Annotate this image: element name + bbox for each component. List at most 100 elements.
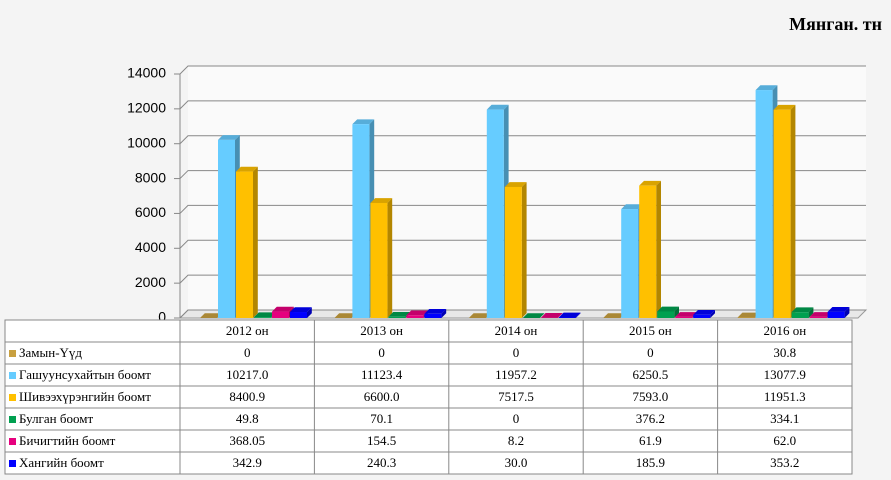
bar-top — [290, 307, 312, 313]
table-value: 0 — [244, 345, 251, 360]
bar-top — [693, 309, 715, 315]
bar — [424, 313, 442, 318]
bar — [791, 312, 809, 318]
table-value: 49.8 — [236, 411, 259, 426]
bar — [639, 185, 657, 318]
table-value: 11957.2 — [495, 367, 537, 382]
y-tick-label: 0 — [158, 309, 166, 325]
bar-top — [254, 312, 276, 318]
bar-top — [603, 313, 625, 318]
table-value: 0 — [378, 345, 385, 360]
bar-side — [253, 166, 258, 318]
bar — [254, 317, 271, 318]
bar — [388, 316, 406, 318]
legend-key — [9, 460, 16, 467]
bar — [621, 209, 639, 318]
bar — [352, 124, 370, 318]
grid-line — [179, 170, 866, 179]
bar — [558, 317, 576, 318]
bar-top — [388, 311, 411, 317]
bar-top — [558, 312, 581, 318]
y-tick-label: 2000 — [135, 274, 166, 290]
table-value: 0 — [647, 345, 654, 360]
bar-top — [334, 313, 357, 318]
bar-side — [710, 309, 715, 318]
grid-line — [179, 65, 866, 75]
grid-line — [179, 100, 866, 110]
bar-top — [809, 312, 832, 317]
bar-top — [621, 204, 643, 210]
table-value: 11123.4 — [361, 367, 403, 382]
table-value: 6250.5 — [633, 367, 669, 382]
bar-top — [773, 104, 796, 110]
table-value: 154.5 — [367, 433, 396, 448]
bar-top — [639, 180, 661, 186]
table-value: 61.9 — [639, 433, 662, 448]
bar — [827, 311, 845, 318]
bar-side — [790, 104, 796, 318]
bar — [773, 109, 791, 318]
legend-key — [9, 394, 16, 401]
legend-key — [9, 416, 16, 423]
bar — [370, 202, 388, 318]
bar-top — [236, 166, 258, 172]
legend-label: Бичигтийн боомт — [19, 433, 116, 448]
bar — [737, 317, 755, 318]
bar-side — [307, 307, 312, 318]
table-value: 6600.0 — [364, 389, 400, 404]
legend-key — [9, 350, 16, 357]
table-value: 342.9 — [233, 455, 262, 470]
bar-side — [656, 180, 661, 318]
bar — [236, 171, 253, 318]
bar — [504, 186, 522, 318]
bar-side — [521, 182, 527, 318]
legend-key — [9, 438, 16, 445]
bar-top — [370, 198, 393, 203]
bar-top — [755, 85, 778, 91]
bar-side — [387, 198, 393, 318]
y-tick-label: 8000 — [135, 169, 166, 185]
x-tick-label: 2015 он — [629, 323, 672, 338]
y-tick-label: 6000 — [135, 204, 166, 220]
table-value: 30.8 — [773, 345, 796, 360]
legend-label: Гашуунсухайтын боомт — [19, 367, 151, 382]
bar-side — [557, 313, 563, 318]
bar-top — [200, 313, 222, 318]
bar-side — [808, 307, 814, 318]
legend-label: Шивээхүрэнгийн боомт — [19, 389, 151, 404]
bar-side — [575, 312, 581, 318]
bar-side — [441, 309, 447, 318]
table-value: 13077.9 — [764, 367, 806, 382]
table-value: 185.9 — [636, 455, 665, 470]
bar-top — [791, 307, 814, 313]
bar-top — [827, 307, 850, 312]
y-tick-label: 14000 — [127, 65, 166, 81]
bar-top — [504, 182, 527, 187]
bar-top — [468, 313, 491, 318]
table-value: 376.2 — [636, 411, 665, 426]
bar-top — [218, 135, 240, 140]
bar — [486, 109, 504, 318]
table-value: 334.1 — [770, 411, 799, 426]
table-value: 62.0 — [773, 433, 796, 448]
table-value: 368.05 — [229, 433, 265, 448]
legend-label: Булган боомт — [19, 411, 93, 426]
table-value: 0 — [513, 345, 520, 360]
bar — [272, 311, 289, 318]
table-value: 0 — [513, 411, 520, 426]
bar — [406, 315, 424, 318]
y-tick-label: 10000 — [127, 134, 166, 150]
bar — [693, 314, 711, 318]
table-value: 10217.0 — [226, 367, 268, 382]
legend-key — [9, 372, 16, 379]
bar — [657, 311, 675, 318]
bar-side — [844, 307, 850, 318]
bar-top — [540, 313, 563, 318]
table-value: 240.3 — [367, 455, 396, 470]
bar-top — [522, 313, 545, 318]
bar-top — [737, 312, 760, 318]
x-tick-label: 2016 он — [763, 323, 806, 338]
y-tick-label: 12000 — [127, 100, 166, 116]
bar — [675, 316, 693, 318]
table-bg — [4, 319, 853, 475]
